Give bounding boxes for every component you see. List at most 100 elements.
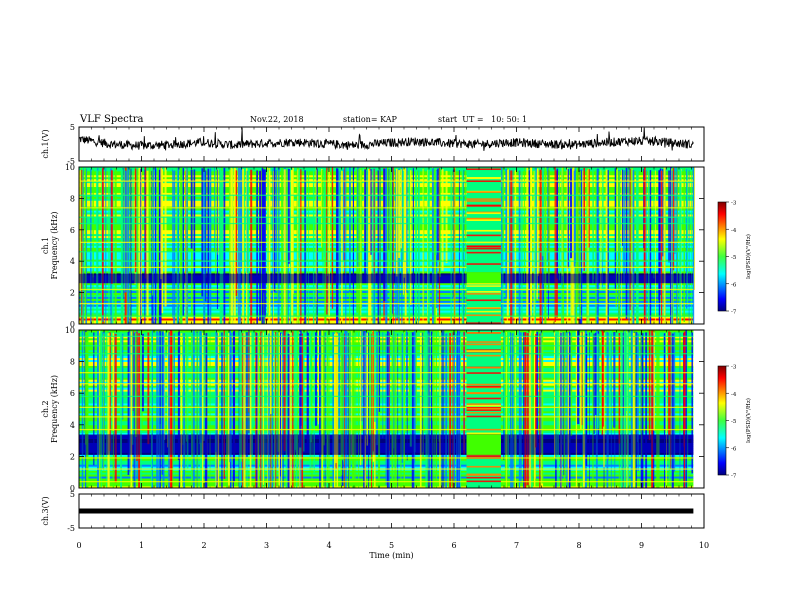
sferic-streak: [324, 332, 326, 488]
sferic-streak: [624, 331, 626, 488]
sferic-streak: [209, 330, 211, 488]
sferic-streak: [367, 170, 369, 276]
sferic-streak: [641, 333, 644, 488]
sferic-streak: [575, 170, 578, 324]
colorbar-tick-label: -6: [731, 446, 737, 452]
sferic-streak: [264, 169, 266, 318]
sferic-streak: [672, 167, 675, 271]
sferic-streak: [207, 168, 209, 324]
disturbed-line: [466, 432, 501, 435]
sferic-streak: [677, 167, 679, 324]
disturbed-line: [466, 457, 501, 459]
sferic-streak: [315, 332, 317, 426]
sferic-streak: [370, 332, 372, 469]
sferic-streak: [394, 169, 396, 324]
sferic-streak: [369, 170, 372, 324]
disturbed-line: [466, 476, 501, 479]
sferic-streak: [635, 331, 637, 488]
sferic-streak: [285, 331, 288, 488]
sferic-streak: [424, 332, 425, 427]
sferic-streak: [603, 332, 605, 468]
disturbed-line: [466, 404, 501, 407]
sferic-streak: [574, 168, 576, 264]
sferic-streak: [529, 330, 532, 488]
sferic-streak: [265, 331, 267, 459]
sferic-streak: [371, 333, 373, 488]
sferic-streak: [631, 168, 633, 324]
sferic-streak: [652, 333, 655, 488]
narrowband-line: [79, 194, 694, 196]
sferic-streak: [397, 333, 399, 488]
sferic-streak: [191, 333, 194, 486]
sferic-streak: [319, 330, 321, 488]
narrowband-line: [79, 353, 694, 355]
sferic-streak: [102, 331, 104, 469]
sferic-streak: [575, 330, 578, 488]
sferic-streak: [583, 167, 586, 271]
disturbed-line: [466, 332, 501, 334]
sferic-streak: [448, 333, 450, 488]
sferic-streak: [671, 333, 673, 488]
narrowband-line: [79, 288, 694, 291]
sferic-streak: [507, 332, 510, 475]
sferic-streak: [272, 330, 274, 488]
sferic-streak: [561, 170, 563, 324]
sferic-streak: [582, 331, 585, 488]
sferic-streak: [335, 332, 337, 464]
sferic-streak: [299, 333, 302, 448]
sferic-streak: [586, 168, 588, 324]
sferic-streak: [337, 168, 339, 324]
narrowband-line: [79, 372, 694, 374]
sferic-streak: [378, 331, 381, 412]
y-tick-label: 5: [70, 123, 75, 132]
sferic-streak: [609, 330, 612, 432]
y-axis-label: Frequency (kHz): [50, 375, 59, 443]
disturbed-line: [466, 251, 501, 254]
sferic-streak: [84, 168, 87, 320]
sferic-streak: [274, 333, 276, 488]
sferic-streak: [177, 167, 180, 324]
sferic-streak: [259, 170, 261, 321]
sferic-streak: [509, 169, 511, 299]
sferic-streak: [377, 170, 379, 324]
sferic-streak: [389, 333, 391, 451]
x-tick-label: 6: [451, 541, 456, 550]
sferic-streak: [345, 167, 347, 324]
sferic-streak: [507, 330, 508, 488]
sferic-streak: [273, 167, 276, 292]
sferic-streak: [622, 332, 624, 488]
sferic-streak: [161, 169, 164, 314]
sferic-streak: [239, 330, 241, 488]
sferic-streak: [513, 332, 515, 488]
disturbed-line: [466, 307, 501, 310]
sferic-streak: [465, 170, 466, 317]
sferic-streak: [553, 331, 556, 458]
sferic-streak: [555, 331, 557, 460]
sferic-streak: [427, 169, 428, 324]
sferic-streak: [90, 169, 92, 324]
sferic-streak: [342, 330, 344, 461]
sferic-streak: [595, 169, 597, 324]
sferic-streak: [539, 169, 542, 324]
sferic-streak: [536, 331, 539, 450]
y-axis-label: Frequency (kHz): [50, 211, 59, 279]
colorbar-label: log(PSD)(V²/Hz): [745, 234, 752, 279]
sferic-streak: [683, 331, 686, 488]
sferic-streak: [360, 331, 362, 466]
sferic-streak: [127, 167, 130, 324]
sferic-streak: [670, 167, 672, 324]
sferic-streak: [402, 170, 404, 261]
sferic-streak: [321, 169, 324, 262]
sferic-streak: [353, 169, 354, 293]
colorbar-tick-label: -7: [731, 474, 737, 480]
sferic-streak: [110, 333, 112, 467]
sferic-streak: [425, 330, 428, 488]
sferic-streak: [392, 167, 393, 314]
figure-title: VLF Spectra: [79, 114, 144, 125]
colorbar-gradient: [717, 201, 727, 312]
y-tick-label: 0: [70, 320, 75, 329]
disturbed-line: [466, 310, 501, 313]
sferic-streak: [415, 170, 418, 324]
sferic-streak: [691, 332, 693, 474]
sferic-streak: [394, 333, 397, 488]
